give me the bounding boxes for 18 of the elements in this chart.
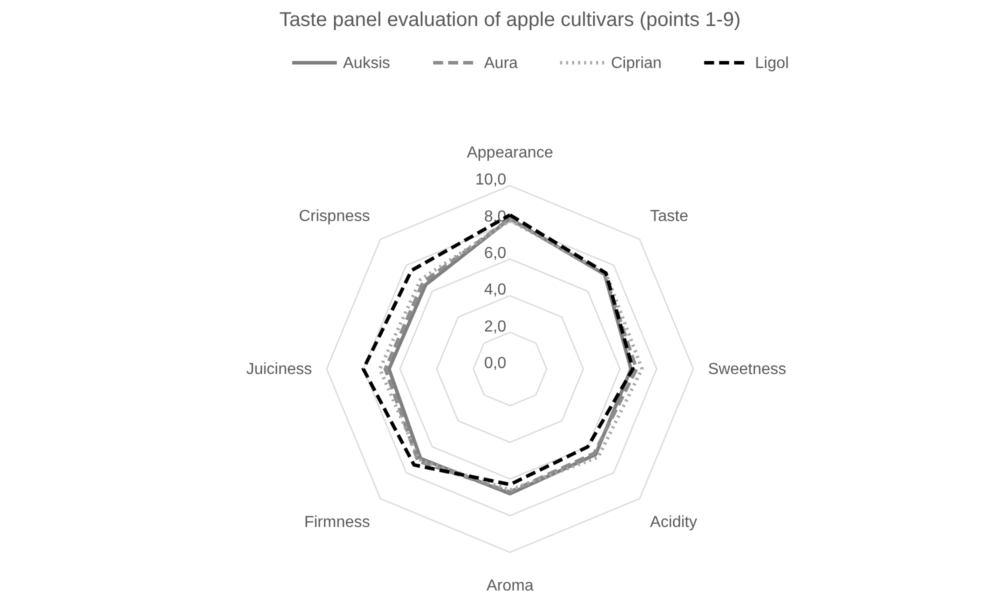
legend-label: Aura — [484, 54, 518, 72]
spoke-label: Sweetness — [708, 361, 786, 378]
spoke-label: Juiciness — [246, 361, 312, 378]
spoke-label: Acidity — [650, 514, 698, 531]
spoke-label: Appearance — [466, 144, 554, 162]
spoke-label: Firmness — [304, 514, 370, 531]
y-tick-label: 2,0 — [484, 318, 506, 336]
chart-title: Taste panel evaluation of apple cultivars (points 1-9) — [279, 9, 741, 31]
legend-label: Auksis — [343, 54, 390, 72]
y-tick-label: 10,0 — [475, 172, 506, 189]
spoke-label: Aroma — [486, 577, 534, 594]
y-tick-label: 4,0 — [484, 282, 506, 299]
y-tick-label: 0,0 — [484, 355, 506, 372]
spoke-label: Crispness — [298, 208, 370, 226]
legend-label: Ligol — [755, 54, 789, 72]
legend-label: Ciprian — [611, 54, 662, 72]
y-tick-label: 6,0 — [484, 245, 506, 262]
spoke-label: Taste — [650, 208, 688, 226]
